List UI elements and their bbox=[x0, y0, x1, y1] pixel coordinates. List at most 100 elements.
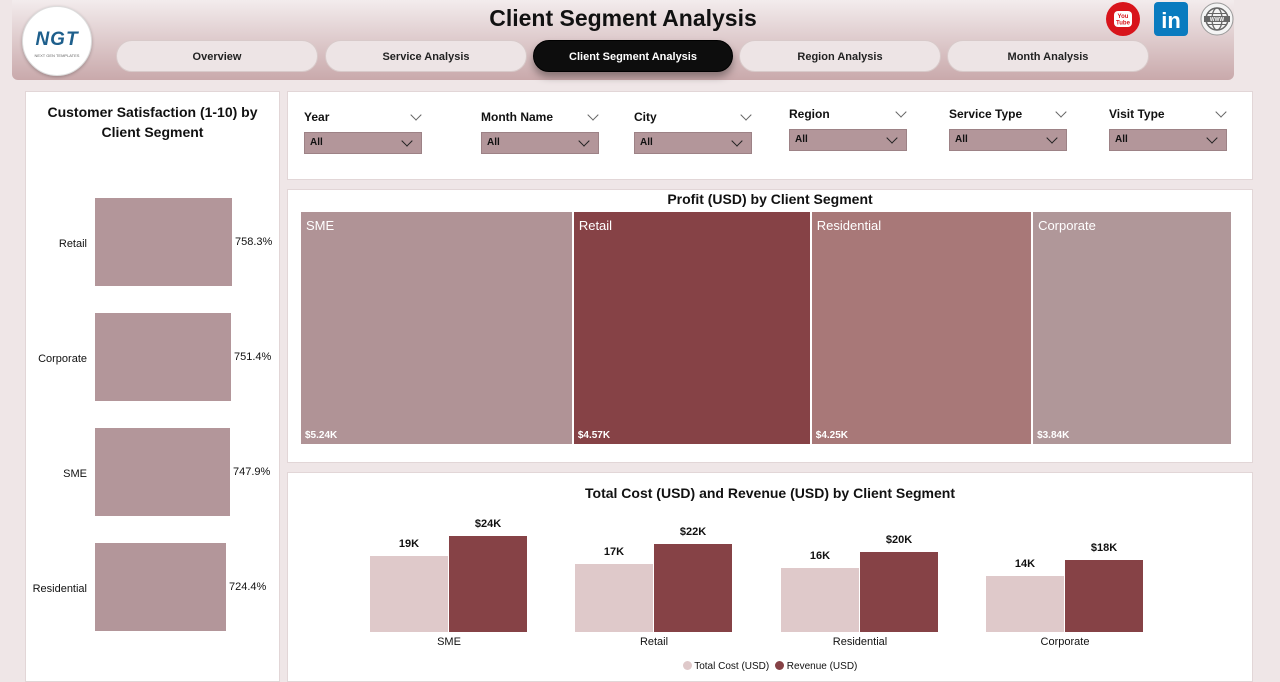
cost-value-corporate: 14K bbox=[1014, 558, 1036, 570]
revenue-value-residential: $20K bbox=[885, 534, 913, 546]
cost-bar-residential[interactable] bbox=[781, 568, 859, 632]
service-type-filter-label: Service Type bbox=[949, 107, 1023, 121]
chevron-down-icon bbox=[886, 132, 898, 144]
revenue-value-retail: $22K bbox=[679, 526, 707, 538]
city-filter-label: City bbox=[634, 110, 657, 124]
revenue-bar-sme[interactable] bbox=[449, 536, 527, 632]
legend-swatch-cost bbox=[682, 661, 692, 670]
cost-value-retail: 17K bbox=[603, 546, 625, 558]
year-filter-chevron-icon[interactable] bbox=[410, 109, 422, 121]
cost-bar-sme[interactable] bbox=[370, 556, 448, 632]
visit-type-filter-label: Visit Type bbox=[1109, 107, 1165, 121]
linkedin-icon-text: in bbox=[1161, 8, 1181, 33]
satisfaction-value-residential: 724.4% bbox=[229, 581, 267, 593]
satisfaction-category-residential: Residential bbox=[32, 583, 87, 595]
cost-revenue-chart-title: Total Cost (USD) and Revenue (USD) by Cl… bbox=[585, 485, 955, 501]
category-label-residential: Residential bbox=[832, 636, 888, 648]
month-name-filter-label: Month Name bbox=[481, 110, 553, 124]
profit-chart-title: Profit (USD) by Client Segment bbox=[667, 191, 873, 207]
service-type-filter-chevron-icon[interactable] bbox=[1055, 106, 1067, 118]
month-name-filter-value: All bbox=[487, 137, 500, 148]
youtube-icon[interactable]: You Tube bbox=[1106, 2, 1140, 36]
tab-region-analysis[interactable]: Region Analysis bbox=[739, 40, 941, 72]
service-type-filter-dropdown[interactable]: All bbox=[949, 129, 1067, 151]
profit-panel: Profit (USD) by Client Segment SME $5.24K… bbox=[287, 189, 1253, 463]
service-type-filter-value: All bbox=[955, 134, 968, 145]
region-filter-label: Region bbox=[789, 107, 830, 121]
treemap-value-residential: $4.25K bbox=[815, 430, 849, 441]
tab-overview[interactable]: Overview bbox=[116, 40, 318, 72]
treemap-tile-residential[interactable]: Residential $4.25K bbox=[811, 212, 1032, 444]
legend-label-cost: Total Cost (USD) bbox=[694, 661, 770, 672]
treemap-value-corporate: $3.84K bbox=[1037, 430, 1070, 441]
year-filter-value: All bbox=[310, 137, 323, 148]
treemap-value-retail: $4.57K bbox=[577, 430, 611, 441]
satisfaction-value-sme: 747.9% bbox=[233, 466, 271, 478]
svg-text:WWW: WWW bbox=[1210, 17, 1224, 23]
satisfaction-category-sme: SME bbox=[63, 468, 87, 480]
revenue-bar-retail[interactable] bbox=[654, 544, 732, 632]
satisfaction-value-corporate: 751.4% bbox=[234, 351, 272, 363]
region-filter-chevron-icon[interactable] bbox=[895, 106, 907, 118]
visit-type-filter-value: All bbox=[1115, 134, 1128, 145]
satisfaction-chart-title: Customer Satisfaction (1-10) by Client S… bbox=[47, 104, 258, 140]
revenue-value-corporate: $18K bbox=[1090, 542, 1118, 554]
city-filter-chevron-icon[interactable] bbox=[740, 109, 752, 121]
revenue-value-sme: $24K bbox=[474, 518, 502, 530]
linkedin-icon[interactable]: in bbox=[1154, 2, 1188, 36]
category-label-retail: Retail bbox=[639, 636, 669, 648]
chevron-down-icon bbox=[1046, 132, 1058, 144]
cost-value-sme: 19K bbox=[398, 538, 420, 550]
tab-month-analysis[interactable]: Month Analysis bbox=[947, 40, 1149, 72]
ngt-logo: NGT NEXT GEN TEMPLATES bbox=[22, 6, 92, 76]
satisfaction-bar-retail[interactable] bbox=[95, 198, 232, 286]
treemap-tile-sme[interactable]: SME $5.24K bbox=[301, 212, 572, 444]
treemap-value-sme: $5.24K bbox=[305, 430, 338, 441]
logo-subtext: NEXT GEN TEMPLATES bbox=[34, 53, 80, 58]
chevron-down-icon bbox=[731, 135, 743, 147]
region-filter-value: All bbox=[795, 134, 808, 145]
visit-type-filter-dropdown[interactable]: All bbox=[1109, 129, 1227, 151]
header-bar: NGT NEXT GEN TEMPLATES Client Segment An… bbox=[12, 0, 1234, 80]
revenue-bar-corporate[interactable] bbox=[1065, 560, 1143, 632]
treemap-tile-corporate[interactable]: Corporate $3.84K bbox=[1033, 212, 1231, 444]
tab-service-analysis[interactable]: Service Analysis bbox=[325, 40, 527, 72]
year-filter-dropdown[interactable]: All bbox=[304, 132, 422, 154]
visit-type-filter-chevron-icon[interactable] bbox=[1215, 106, 1227, 118]
chevron-down-icon bbox=[578, 135, 590, 147]
satisfaction-bar-corporate[interactable] bbox=[95, 313, 231, 401]
satisfaction-bar-sme[interactable] bbox=[95, 428, 230, 516]
region-filter-dropdown[interactable]: All bbox=[789, 129, 907, 151]
treemap-label-sme: SME bbox=[306, 218, 335, 233]
logo-text: NGT bbox=[35, 29, 79, 50]
year-filter-label: Year bbox=[304, 110, 330, 124]
satisfaction-bar-residential[interactable] bbox=[95, 543, 226, 631]
treemap-tile-retail[interactable]: Retail $4.57K bbox=[573, 212, 810, 444]
treemap-label-residential: Residential bbox=[816, 218, 882, 233]
treemap-label-corporate: Corporate bbox=[1038, 218, 1096, 233]
category-label-sme: SME bbox=[437, 636, 461, 648]
youtube-icon-text-2: Tube bbox=[1116, 21, 1131, 27]
filters-panel: Year All Month Name All City All Region All Serv… bbox=[287, 91, 1253, 180]
satisfaction-value-retail: 758.3% bbox=[235, 236, 273, 248]
cost-revenue-panel: Total Cost (USD) and Revenue (USD) by Cl… bbox=[287, 472, 1253, 682]
city-filter-dropdown[interactable]: All bbox=[634, 132, 752, 154]
treemap-label-retail: Retail bbox=[578, 218, 613, 233]
chevron-down-icon bbox=[401, 135, 413, 147]
revenue-bar-residential[interactable] bbox=[860, 552, 938, 632]
chart-legend: Total Cost (USD) Revenue (USD) bbox=[288, 661, 1252, 672]
cost-value-residential: 16K bbox=[809, 550, 831, 562]
chevron-down-icon bbox=[1206, 132, 1218, 144]
website-globe-icon[interactable]: WWW bbox=[1200, 2, 1234, 36]
tab-client-segment-analysis[interactable]: Client Segment Analysis bbox=[533, 40, 733, 72]
category-label-corporate: Corporate bbox=[1040, 636, 1090, 648]
satisfaction-panel: Customer Satisfaction (1-10) by Client S… bbox=[25, 91, 280, 682]
legend-label-revenue: Revenue (USD) bbox=[786, 661, 858, 672]
month-name-filter-dropdown[interactable]: All bbox=[481, 132, 599, 154]
youtube-icon-text-1: You bbox=[1118, 14, 1129, 20]
cost-bar-corporate[interactable] bbox=[986, 576, 1064, 632]
page-title: Client Segment Analysis bbox=[489, 5, 757, 31]
month-name-filter-chevron-icon[interactable] bbox=[587, 109, 599, 121]
satisfaction-category-retail: Retail bbox=[58, 238, 87, 250]
cost-bar-retail[interactable] bbox=[575, 564, 653, 632]
